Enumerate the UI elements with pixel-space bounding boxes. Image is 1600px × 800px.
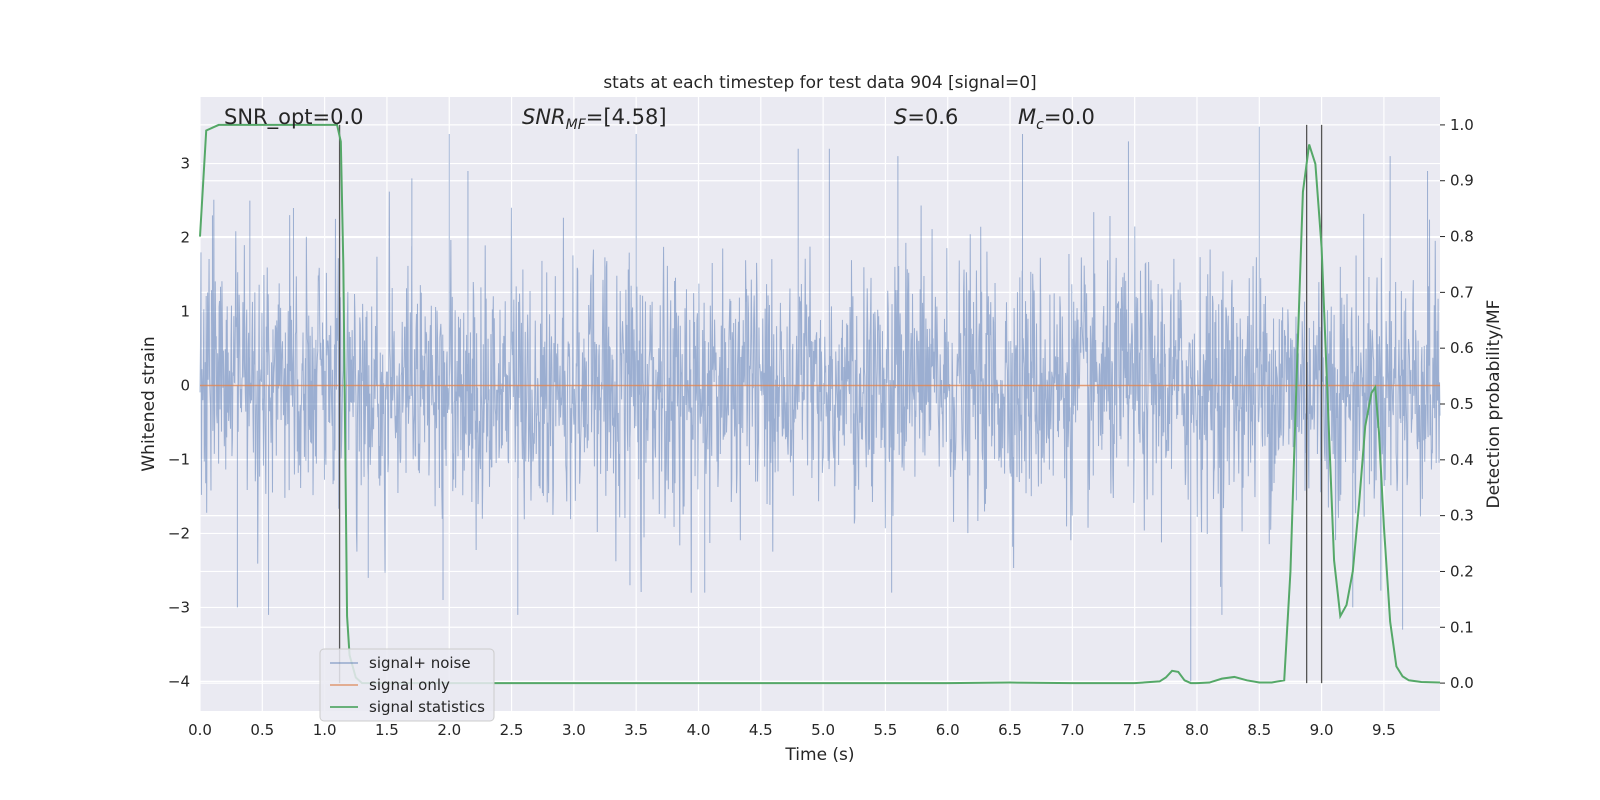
vertical-marker-lines: [338, 124, 1323, 684]
snr-opt-annotation: SNR_opt=0.0: [224, 105, 364, 130]
y-tick-label-left: −4: [168, 672, 190, 690]
y-tick-label-right: 0.7: [1450, 283, 1474, 301]
y-tick-label-right: 0.1: [1450, 618, 1474, 636]
x-tick-label: 7.0: [1060, 721, 1084, 739]
y-tick-label-left: −3: [168, 598, 190, 616]
mc-value: =0.0: [1044, 105, 1095, 129]
mc-symbol: M: [1018, 105, 1036, 129]
x-tick-label: 9.5: [1372, 721, 1396, 739]
y-tick-label-left: 3: [180, 155, 190, 173]
legend: signal+ noise signal only signal statist…: [319, 648, 495, 722]
x-tick-label: 1.0: [313, 721, 337, 739]
s-value: =0.6: [907, 105, 958, 129]
legend-label-signal-statistics: signal statistics: [369, 698, 485, 716]
x-tick-label: 4.0: [687, 721, 711, 739]
mc-annotation: Mc=0.0: [1018, 105, 1095, 133]
snr-mf-subscript: MF: [566, 117, 587, 133]
y-tick-label-left: 2: [180, 229, 190, 247]
x-tick-label: 4.5: [749, 721, 773, 739]
x-tick-label: 5.5: [873, 721, 897, 739]
signal-statistics-line: [199, 123, 1441, 685]
x-tick-label: 0.5: [250, 721, 274, 739]
x-tick-label: 5.0: [811, 721, 835, 739]
legend-label-signal-noise: signal+ noise: [369, 654, 471, 672]
legend-label-signal-only: signal only: [369, 676, 450, 694]
x-tick-label: 3.5: [624, 721, 648, 739]
s-symbol: S: [894, 105, 907, 129]
x-tick-label: 2.5: [500, 721, 524, 739]
legend-box: [319, 648, 495, 722]
snr-mf-annotation: SNRMF=[4.58]: [522, 105, 667, 133]
y-tick-label-right: 0.8: [1450, 228, 1474, 246]
chart-title: stats at each timestep for test data 904…: [603, 73, 1036, 93]
x-tick-label: 6.5: [998, 721, 1022, 739]
signal-statistics-series: [199, 123, 1441, 685]
snr-mf-value: =[4.58]: [586, 105, 667, 129]
y-tick-label-left: −1: [168, 450, 190, 468]
y-tick-label-right: 0.9: [1450, 172, 1474, 190]
mc-subscript: c: [1036, 117, 1044, 133]
axis-ticks: 0.0 0.5 1.0 1.5 2.0 2.5 3.0 3.5 4.0 4.5 5.0 5.5 6.0 6…: [168, 116, 1474, 739]
y-tick-label-left: 1: [180, 303, 190, 321]
signal-noise-series: [199, 126, 1441, 682]
y-tick-label-left: −2: [168, 524, 190, 542]
y-tick-label-right: 0.4: [1450, 451, 1474, 469]
x-tick-label: 7.5: [1123, 721, 1147, 739]
y-tick-label-right: 0.6: [1450, 339, 1474, 357]
x-tick-label: 0.0: [188, 721, 212, 739]
s-annotation: S=0.6: [894, 105, 958, 129]
y-tick-label-right: 1.0: [1450, 116, 1474, 134]
x-tick-label: 2.0: [437, 721, 461, 739]
x-tick-label: 8.0: [1185, 721, 1209, 739]
x-tick-label: 3.0: [562, 721, 586, 739]
y-tick-label-left: 0: [180, 377, 190, 395]
y-tick-label-right: 0.5: [1450, 395, 1474, 413]
signal-noise-line: [199, 126, 1441, 682]
y-axis-label-right: Detection probability/MF: [1484, 300, 1504, 509]
x-tick-label: 6.0: [936, 721, 960, 739]
y-axis-label-left: Whitened strain: [139, 336, 159, 471]
y-tick-label-right: 0.0: [1450, 674, 1474, 692]
x-tick-label: 8.5: [1247, 721, 1271, 739]
y-tick-label-right: 0.2: [1450, 562, 1474, 580]
y-tick-label-right: 0.3: [1450, 507, 1474, 525]
x-tick-label: 9.0: [1310, 721, 1334, 739]
x-tick-label: 1.5: [375, 721, 399, 739]
snr-mf-symbol: SNR: [522, 105, 566, 129]
x-axis-label: Time (s): [784, 745, 854, 765]
